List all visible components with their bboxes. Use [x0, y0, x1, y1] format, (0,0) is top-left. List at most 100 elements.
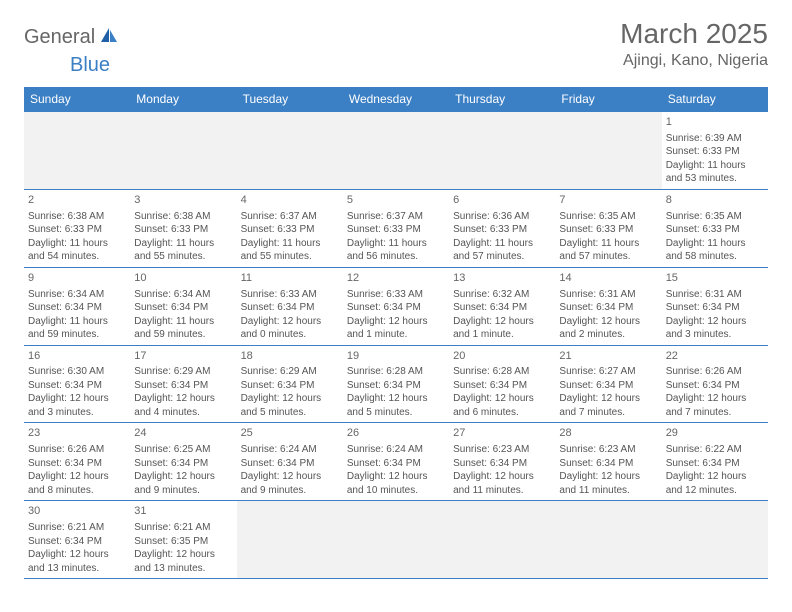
calendar-cell [237, 112, 343, 190]
weekday-header: Monday [130, 87, 236, 112]
daylight-text: Daylight: 11 hours and 54 minutes. [28, 237, 126, 264]
sunset-text: Sunset: 6:33 PM [347, 223, 445, 237]
daylight-text: Daylight: 12 hours and 9 minutes. [134, 470, 232, 497]
sunrise-text: Sunrise: 6:34 AM [28, 288, 126, 302]
logo-text-blue: Blue [70, 54, 110, 76]
sunrise-text: Sunrise: 6:24 AM [347, 443, 445, 457]
sunrise-text: Sunrise: 6:31 AM [559, 288, 657, 302]
calendar-cell: 8Sunrise: 6:35 AMSunset: 6:33 PMDaylight… [662, 189, 768, 267]
sunrise-text: Sunrise: 6:23 AM [453, 443, 551, 457]
daylight-text: Daylight: 11 hours and 59 minutes. [28, 315, 126, 342]
day-number: 1 [666, 115, 764, 130]
daylight-text: Daylight: 12 hours and 2 minutes. [559, 315, 657, 342]
daylight-text: Daylight: 12 hours and 11 minutes. [453, 470, 551, 497]
weekday-header: Friday [555, 87, 661, 112]
sunrise-text: Sunrise: 6:34 AM [134, 288, 232, 302]
calendar-cell [237, 501, 343, 579]
calendar-cell: 2 Sunrise: 6:38 AMSunset: 6:33 PMDaylight… [24, 189, 130, 267]
sunrise-text: Sunrise: 6:29 AM [134, 365, 232, 379]
calendar-cell [449, 112, 555, 190]
day-number: 20 [453, 349, 551, 364]
daylight-text: Daylight: 12 hours and 1 minute. [347, 315, 445, 342]
day-number: 18 [241, 349, 339, 364]
sunset-text: Sunset: 6:33 PM [241, 223, 339, 237]
day-number: 15 [666, 271, 764, 286]
calendar-cell: 1Sunrise: 6:39 AMSunset: 6:33 PMDaylight… [662, 112, 768, 190]
calendar-row: 16Sunrise: 6:30 AMSunset: 6:34 PMDayligh… [24, 345, 768, 423]
calendar-cell [662, 501, 768, 579]
logo-sail-icon [99, 26, 119, 49]
sunset-text: Sunset: 6:34 PM [559, 301, 657, 315]
day-number: 26 [347, 426, 445, 441]
calendar-cell: 11Sunrise: 6:33 AMSunset: 6:34 PMDayligh… [237, 267, 343, 345]
daylight-text: Daylight: 11 hours and 57 minutes. [453, 237, 551, 264]
sunset-text: Sunset: 6:34 PM [241, 457, 339, 471]
day-number: 23 [28, 426, 126, 441]
daylight-text: Daylight: 12 hours and 9 minutes. [241, 470, 339, 497]
day-number: 25 [241, 426, 339, 441]
calendar-cell: 7Sunrise: 6:35 AMSunset: 6:33 PMDaylight… [555, 189, 661, 267]
daylight-text: Daylight: 12 hours and 4 minutes. [134, 392, 232, 419]
daylight-text: Daylight: 11 hours and 59 minutes. [134, 315, 232, 342]
day-number: 19 [347, 349, 445, 364]
sunset-text: Sunset: 6:33 PM [559, 223, 657, 237]
sunrise-text: Sunrise: 6:21 AM [28, 521, 126, 535]
daylight-text: Daylight: 12 hours and 13 minutes. [28, 548, 126, 575]
sunrise-text: Sunrise: 6:26 AM [666, 365, 764, 379]
sunrise-text: Sunrise: 6:29 AM [241, 365, 339, 379]
sunrise-text: Sunrise: 6:30 AM [28, 365, 126, 379]
sunset-text: Sunset: 6:34 PM [453, 301, 551, 315]
daylight-text: Daylight: 12 hours and 7 minutes. [559, 392, 657, 419]
sunrise-text: Sunrise: 6:32 AM [453, 288, 551, 302]
sunrise-text: Sunrise: 6:33 AM [241, 288, 339, 302]
sunrise-text: Sunrise: 6:22 AM [666, 443, 764, 457]
calendar-cell: 14 Sunrise: 6:31 AMSunset: 6:34 PMDayligh… [555, 267, 661, 345]
sunset-text: Sunset: 6:34 PM [559, 457, 657, 471]
calendar-cell: 12Sunrise: 6:33 AMSunset: 6:34 PMDayligh… [343, 267, 449, 345]
day-number: 24 [134, 426, 232, 441]
sunset-text: Sunset: 6:34 PM [28, 457, 126, 471]
day-number: 2 [28, 193, 126, 208]
weekday-header: Sunday [24, 87, 130, 112]
weekday-header: Saturday [662, 87, 768, 112]
daylight-text: Daylight: 11 hours and 56 minutes. [347, 237, 445, 264]
daylight-text: Daylight: 11 hours and 55 minutes. [241, 237, 339, 264]
day-number: 13 [453, 271, 551, 286]
daylight-text: Daylight: 11 hours and 58 minutes. [666, 237, 764, 264]
sunset-text: Sunset: 6:34 PM [28, 535, 126, 549]
day-number: 8 [666, 193, 764, 208]
calendar-cell [555, 501, 661, 579]
sunset-text: Sunset: 6:35 PM [134, 535, 232, 549]
sunrise-text: Sunrise: 6:38 AM [28, 210, 126, 224]
daylight-text: Daylight: 12 hours and 12 minutes. [666, 470, 764, 497]
header: General March 2025 Ajingi, Kano, Nigeria [24, 18, 768, 70]
daylight-text: Daylight: 12 hours and 11 minutes. [559, 470, 657, 497]
sunrise-text: Sunrise: 6:23 AM [559, 443, 657, 457]
sunrise-text: Sunrise: 6:26 AM [28, 443, 126, 457]
sunset-text: Sunset: 6:34 PM [347, 457, 445, 471]
day-number: 14 [559, 271, 657, 286]
calendar-row: 2Sunrise: 6:38 AMSunset: 6:33 PMDaylight… [24, 189, 768, 267]
sunrise-text: Sunrise: 6:24 AM [241, 443, 339, 457]
weekday-header: Tuesday [237, 87, 343, 112]
calendar-cell: 13Sunrise: 6:32 AMSunset: 6:34 PMDayligh… [449, 267, 555, 345]
calendar-cell: 24Sunrise: 6:25 AMSunset: 6:34 PMDayligh… [130, 423, 236, 501]
sunset-text: Sunset: 6:34 PM [241, 379, 339, 393]
calendar-cell [130, 112, 236, 190]
sunset-text: Sunset: 6:34 PM [666, 301, 764, 315]
month-title: March 2025 [620, 18, 768, 50]
calendar-cell [555, 112, 661, 190]
calendar-cell: 22Sunrise: 6:26 AMSunset: 6:34 PMDayligh… [662, 345, 768, 423]
calendar-cell: 28Sunrise: 6:23 AMSunset: 6:34 PMDayligh… [555, 423, 661, 501]
calendar-cell: 30Sunrise: 6:21 AMSunset: 6:34 PMDayligh… [24, 501, 130, 579]
weekday-header: Thursday [449, 87, 555, 112]
daylight-text: Daylight: 11 hours and 55 minutes. [134, 237, 232, 264]
title-block: March 2025 Ajingi, Kano, Nigeria [620, 18, 768, 70]
calendar-cell: 23Sunrise: 6:26 AMSunset: 6:34 PMDayligh… [24, 423, 130, 501]
calendar-cell: 21Sunrise: 6:27 AMSunset: 6:34 PMDayligh… [555, 345, 661, 423]
sunrise-text: Sunrise: 6:25 AM [134, 443, 232, 457]
sunset-text: Sunset: 6:33 PM [28, 223, 126, 237]
calendar-cell: 19Sunrise: 6:28 AMSunset: 6:34 PMDayligh… [343, 345, 449, 423]
sunrise-text: Sunrise: 6:31 AM [666, 288, 764, 302]
day-number: 3 [134, 193, 232, 208]
